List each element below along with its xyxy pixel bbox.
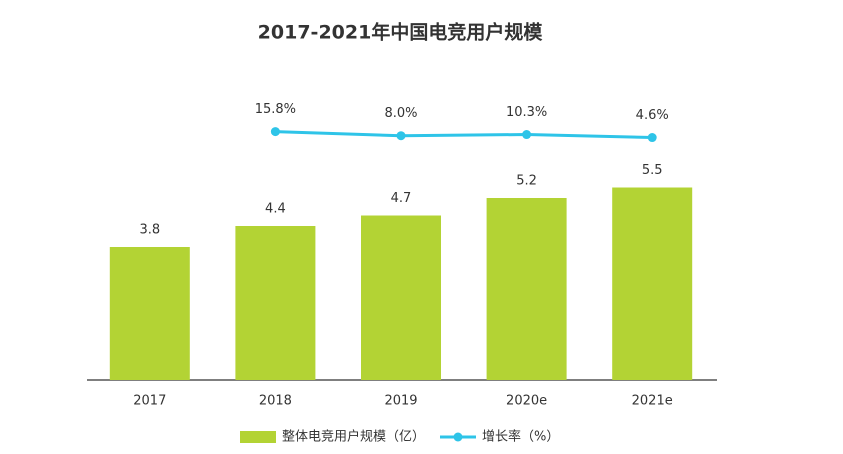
x-tick-label: 2020e [506,394,547,409]
data-label: 4.4 [265,202,286,217]
legend-swatch [453,432,463,442]
data-label: 5.5 [642,163,663,178]
legend-swatch [240,431,276,443]
data-label: 4.7 [391,191,412,206]
bar [486,198,567,380]
bar [361,215,441,380]
x-tick-label: 2019 [384,394,417,409]
x-tick-label: 2018 [259,394,292,409]
legend-label: 整体电竞用户规模（亿） [282,429,425,445]
line-point [522,130,532,140]
line-point [396,131,406,141]
bar [235,226,316,380]
bar [612,187,693,380]
data-label: 8.0% [384,106,417,121]
data-label: 5.2 [516,174,537,189]
line-point [270,127,280,137]
legend-label: 增长率（%） [482,429,559,445]
data-label: 10.3% [506,105,547,120]
chart-title: 2017-2021年中国电竞用户规模 [258,21,544,44]
line [275,130,653,140]
x-tick-label: 2021e [632,394,673,409]
data-label: 3.8 [139,223,160,238]
line-point [647,133,657,143]
x-tick-label: 2017 [133,394,166,409]
data-label: 15.8% [255,102,296,117]
data-label: 4.6% [636,108,669,123]
bar [109,247,190,380]
